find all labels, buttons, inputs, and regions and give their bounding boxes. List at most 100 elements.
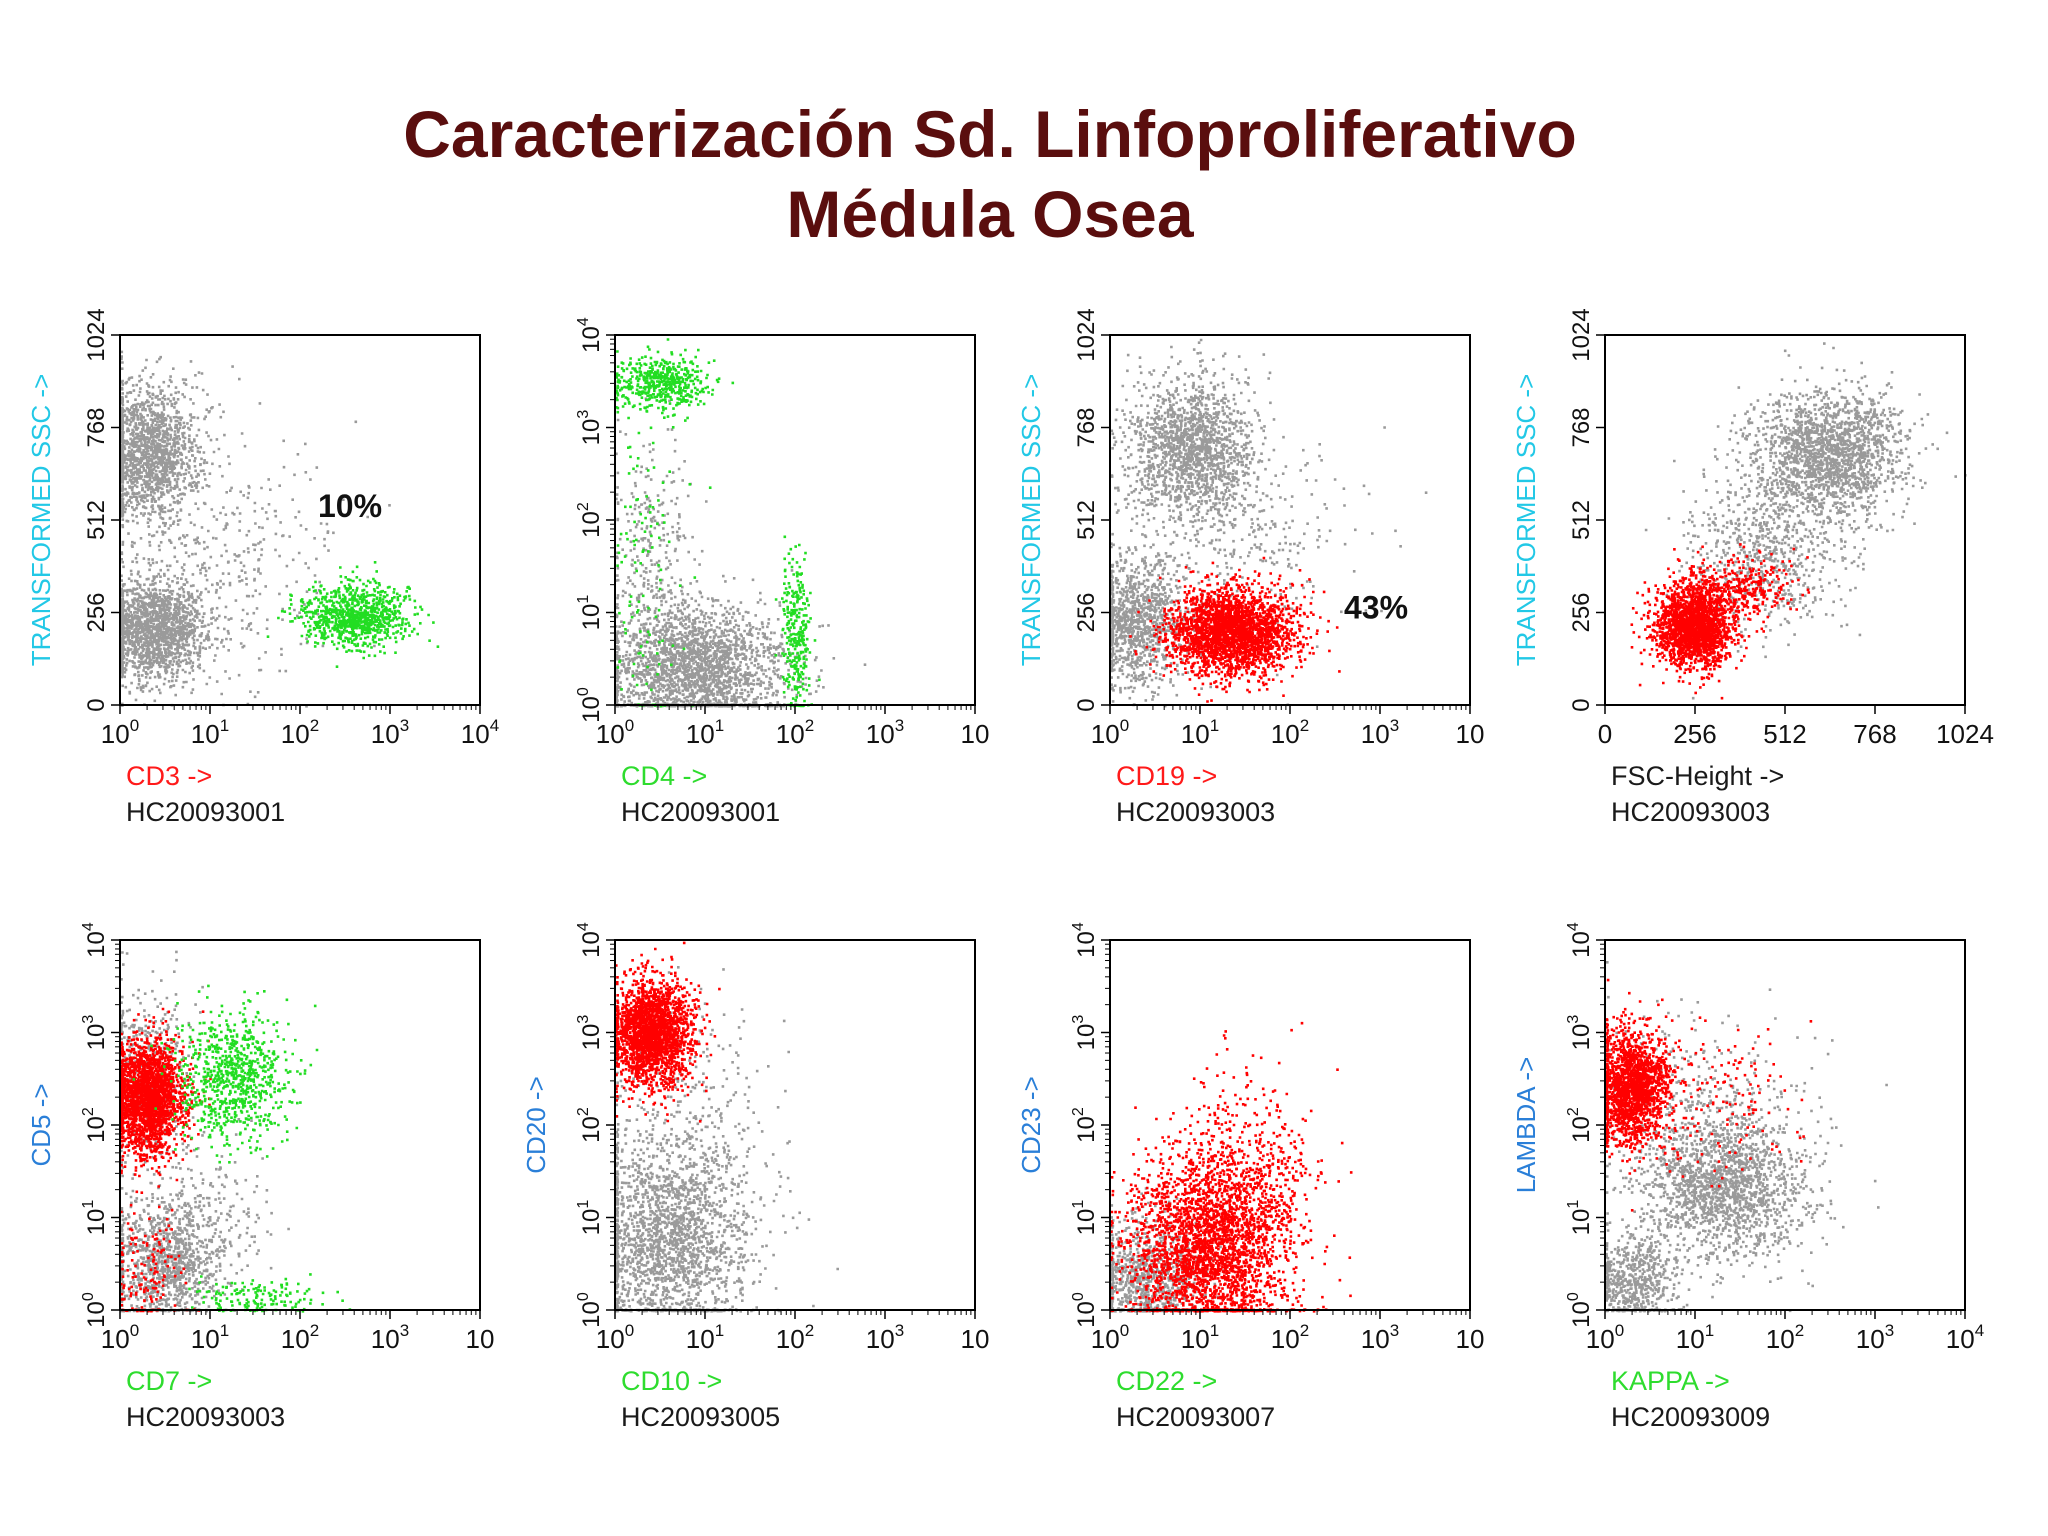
x-tick-label: 102 [1766,1321,1804,1354]
population-3-dots [774,535,821,708]
x-tick-label: 101 [686,1321,724,1354]
y-tick-label: 104 [1565,922,1595,958]
x-tick-label: 103 [1361,716,1399,749]
y-tick-label: 100 [1070,1292,1100,1328]
x-tick-label: 512 [1763,719,1806,749]
sample-id: HC20093001 [126,797,286,827]
y-tick-label: 102 [80,1107,110,1143]
event-dots [615,941,839,1313]
event-dots [1110,1021,1353,1313]
population-5-dots [132,984,319,1164]
x-tick-label: 10 [1456,719,1485,749]
percentage-annotation: 43% [1344,589,1408,625]
y-tick-label: 1024 [1568,308,1595,361]
y-tick-label: 0 [83,698,110,711]
y-tick-label: 102 [575,1107,605,1143]
x-tick-label: 1024 [1936,719,1994,749]
x-tick-label: 101 [191,716,229,749]
x-tick-label: 101 [191,1321,229,1354]
scatter-plot-p4: 0 256 512 768 1024 0 256 512 768 1024 TRANSFORMED … [1511,308,1994,749]
plot-panel-fsc: 0 256 512 768 1024 0 256 512 768 1024 TRANSFORMED … [1511,300,1994,827]
sample-id: HC20093007 [1116,1402,1276,1432]
sample-id: HC20093003 [126,1402,286,1432]
y-tick-label: 256 [1568,592,1595,632]
plot-frame [119,334,481,706]
y-tick-label: 104 [575,922,605,958]
y-tick-label: 768 [1073,407,1100,447]
x-tick-label: 103 [371,1321,409,1354]
x-tick-label: 104 [1946,1321,1984,1354]
y-tick-label: 0 [1073,698,1100,711]
y-tick-label: 104 [1070,922,1100,958]
event-dots [120,950,352,1313]
percentage-annotation: 10% [318,488,382,524]
population-0-dots [1706,342,1967,572]
plot-panel-cd7-cd5: 100 101 102 103 10 100 101 102 103 104 CD5 -> CD7 -… [26,905,494,1432]
population-3-dots [120,1007,212,1194]
event-dots [1110,338,1428,708]
y-tick-label: 100 [80,1292,110,1328]
slide-title-line1: Caracterización Sd. Linfoproliferativo [403,97,1577,171]
x-axis-label: FSC-Height -> [1611,761,1785,791]
population-1-dots [1110,509,1208,708]
plot-panel-cd4: 100 101 102 103 10 100 101 102 103 104 CD4 -> HC200… [535,300,989,827]
x-tick-label: 10 [466,1324,495,1354]
x-tick-label: 103 [866,1321,904,1354]
y-tick-label: 100 [575,1292,605,1328]
y-tick-label: 0 [1568,698,1595,711]
population-4-dots [120,1203,200,1313]
population-3-dots [1641,543,1811,628]
population-0-dots [615,1051,839,1313]
x-tick-label: 101 [1181,716,1219,749]
y-tick-label: 104 [80,922,110,958]
x-tick-label: 102 [1271,1321,1309,1354]
y-tick-label: 104 [575,317,605,353]
sample-id: HC20093003 [1611,797,1771,827]
x-tick-label: 256 [1673,719,1716,749]
population-2-dots [615,338,735,422]
x-tick-label: 102 [776,1321,814,1354]
x-tick-label: 103 [1856,1321,1894,1354]
y-tick-label: 103 [1565,1015,1595,1051]
population-1-dots [120,1118,290,1313]
x-tick-label: 103 [866,716,904,749]
sample-id: HC20093001 [621,797,781,827]
population-3-dots [266,561,440,668]
y-tick-label: 512 [83,500,110,540]
plot-panel-cd10-cd20: 100 101 102 103 10 100 101 102 103 104 CD20 -> CD10… [521,905,989,1432]
population-2-dots [1142,1021,1353,1313]
x-tick-label: 10 [961,1324,990,1354]
x-tick-label: 100 [1091,716,1129,749]
y-axis-label: LAMBDA -> [1511,1057,1541,1194]
y-axis-label: TRANSFORMED SSC -> [1511,374,1541,667]
y-tick-label: 100 [1565,1292,1595,1328]
y-tick-label: 1024 [1073,308,1100,361]
x-tick-label: 0 [1598,719,1612,749]
plot-frame [1604,334,1966,706]
event-dots [615,338,867,708]
y-tick-label: 256 [83,592,110,632]
sample-id: HC20093005 [621,1402,781,1432]
plot-panel-kappa-lambda: 100 101 102 103 104 100 101 102 103 104 LAMBDA -> K… [1511,905,1984,1432]
x-tick-label: 102 [1271,716,1309,749]
population-1-dots [615,376,736,708]
x-axis-label: KAPPA -> [1611,1366,1730,1396]
x-axis-label: CD4 -> [621,761,708,791]
sample-id: HC20093003 [1116,797,1276,827]
x-axis-label: CD10 -> [621,1366,723,1396]
population-3-dots [1605,978,1698,1175]
x-axis-label: CD19 -> [1116,761,1218,791]
x-tick-label: 102 [281,1321,319,1354]
y-tick-label: 512 [1568,500,1595,540]
population-1-dots [1110,1085,1352,1313]
y-tick-label: 102 [1070,1107,1100,1143]
y-tick-label: 100 [575,687,605,723]
y-tick-label: 512 [1073,500,1100,540]
event-dots [1630,342,1967,700]
x-tick-label: 10 [961,719,990,749]
event-dots [1605,961,1888,1313]
